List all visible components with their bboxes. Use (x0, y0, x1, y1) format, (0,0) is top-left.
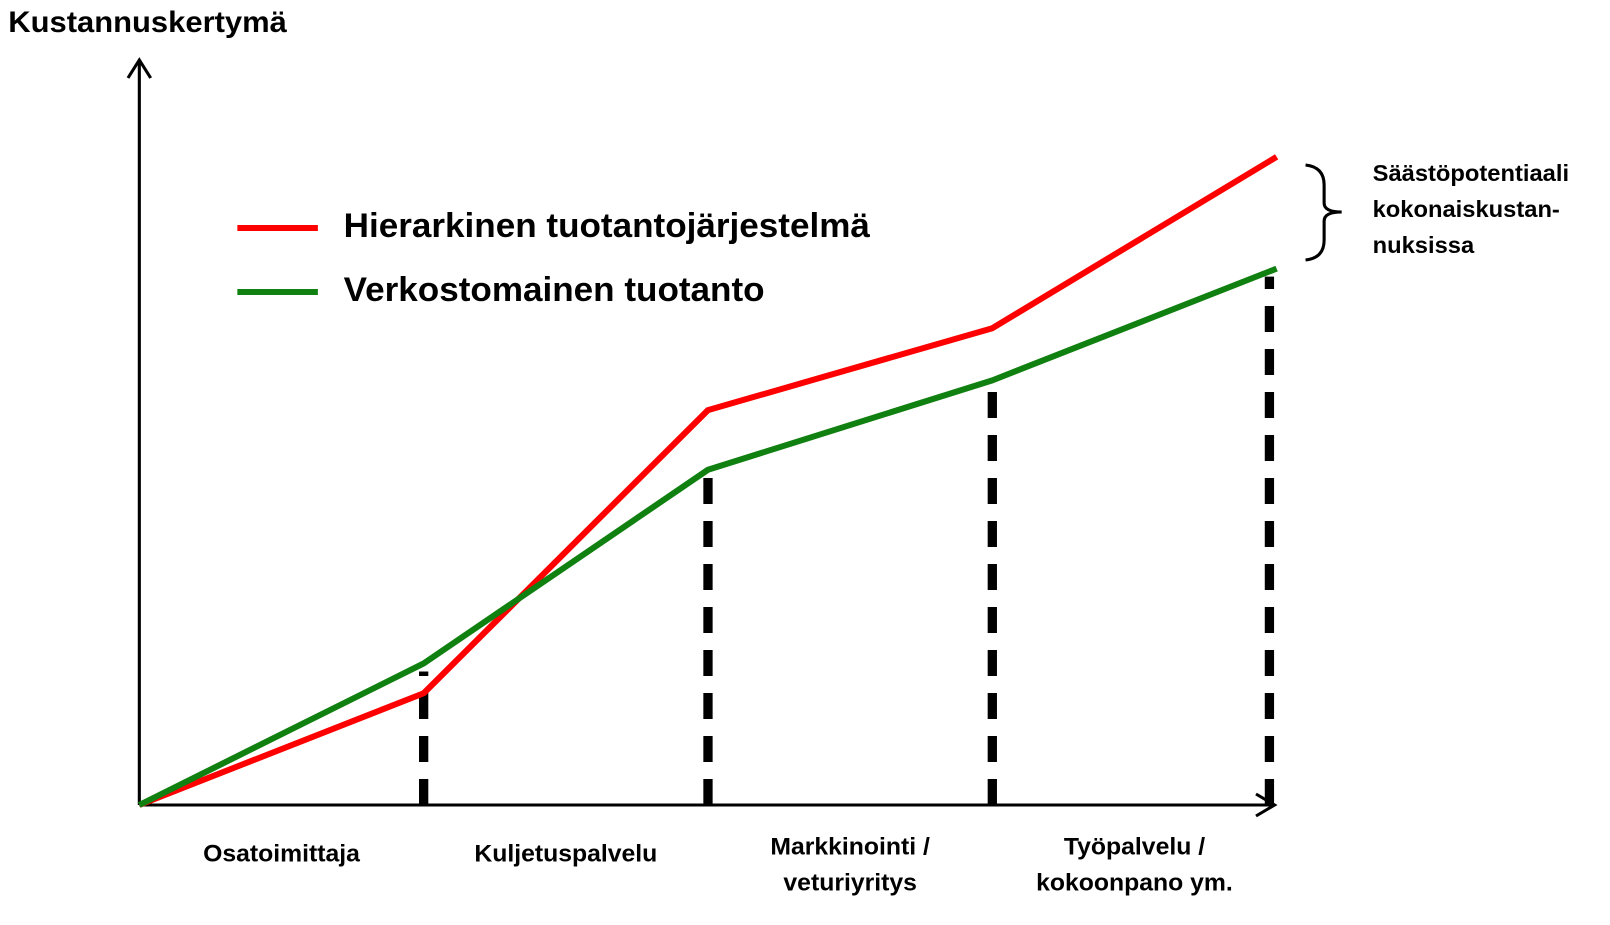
x-category-label: veturiyritys (783, 870, 916, 897)
x-category-label: kokoonpano ym. (1036, 870, 1233, 897)
x-category-label: Työpalvelu / (1064, 834, 1205, 861)
annotation: kokonaiskustan- (1373, 196, 1560, 222)
annotation: nuksissa (1373, 232, 1476, 258)
legend-label: Hierarkinen tuotantojärjestelmä (344, 207, 871, 244)
legend-label: Verkostomainen tuotanto (344, 271, 765, 308)
x-arrow (1255, 792, 1278, 818)
y-axis-label: Kustannuskertymä (8, 5, 288, 38)
brace (1305, 163, 1342, 262)
series-line (137, 265, 1278, 808)
x-category-label: Kuljetuspalvelu (474, 841, 657, 868)
axes (126, 57, 1278, 818)
y-arrow (126, 57, 153, 79)
annotation: Säästöpotentiaali (1373, 160, 1569, 186)
series-line (138, 154, 1279, 808)
x-category-label: Markkinointi / (770, 834, 930, 861)
x-category-label: Osatoimittaja (203, 841, 360, 868)
